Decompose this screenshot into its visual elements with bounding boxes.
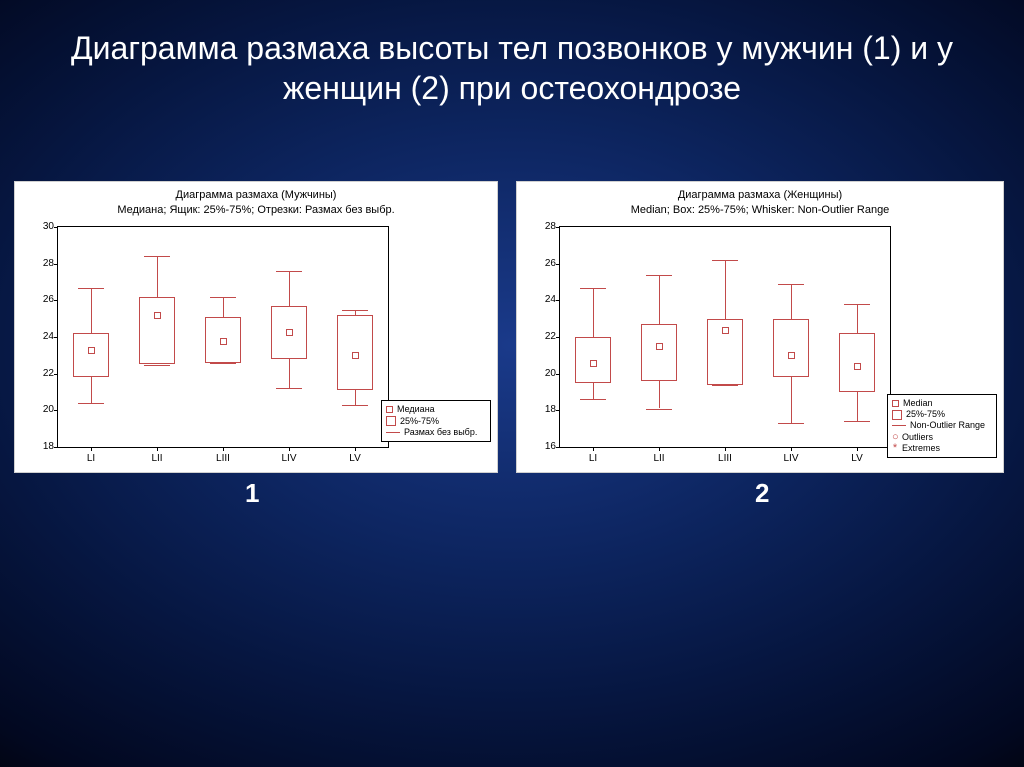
legend-item: Non-Outlier Range bbox=[892, 420, 992, 431]
legend-item: ○Outliers bbox=[892, 432, 992, 443]
x-tick-label: LIV bbox=[776, 453, 806, 464]
median-marker bbox=[154, 312, 161, 319]
x-tick-label: LIII bbox=[208, 453, 238, 464]
chart-1-legend: Медиана25%-75%Размах без выбр. bbox=[381, 400, 491, 442]
x-tick-label: LIV bbox=[274, 453, 304, 464]
y-tick-label: 20 bbox=[24, 404, 54, 415]
boxplot-box bbox=[139, 297, 175, 365]
y-tick-label: 28 bbox=[24, 258, 54, 269]
chart-1-title: Диаграмма размаха (Мужчины) Медиана; Ящи… bbox=[15, 188, 497, 218]
y-tick-label: 22 bbox=[526, 331, 556, 342]
median-marker bbox=[854, 363, 861, 370]
y-tick-label: 30 bbox=[24, 221, 54, 232]
legend-item: 25%-75% bbox=[386, 416, 486, 427]
chart-1-title-line2: Медиана; Ящик: 25%-75%; Отрезки: Размах … bbox=[15, 203, 497, 218]
median-marker bbox=[88, 347, 95, 354]
chart-2-title-line1: Диаграмма размаха (Женщины) bbox=[517, 188, 1003, 203]
panel-2-number: 2 bbox=[755, 478, 769, 509]
y-tick-label: 22 bbox=[24, 368, 54, 379]
y-tick-label: 28 bbox=[526, 221, 556, 232]
y-tick-label: 16 bbox=[526, 441, 556, 452]
median-marker bbox=[352, 352, 359, 359]
chart-panel-2: Диаграмма размаха (Женщины) Median; Box:… bbox=[516, 181, 1004, 473]
x-tick-label: LIII bbox=[710, 453, 740, 464]
chart-1-title-line1: Диаграмма размаха (Мужчины) bbox=[15, 188, 497, 203]
panel-1-number: 1 bbox=[245, 478, 259, 509]
x-tick-label: LV bbox=[340, 453, 370, 464]
y-tick-label: 20 bbox=[526, 368, 556, 379]
x-tick-label: LI bbox=[578, 453, 608, 464]
y-tick-label: 26 bbox=[526, 258, 556, 269]
y-tick-label: 24 bbox=[526, 294, 556, 305]
chart-1-plot-area: 18202224262830LILIILIIILIVLV bbox=[57, 226, 389, 448]
median-marker bbox=[722, 327, 729, 334]
chart-panel-1: Диаграмма размаха (Мужчины) Медиана; Ящи… bbox=[14, 181, 498, 473]
y-tick-label: 26 bbox=[24, 294, 54, 305]
y-tick-label: 18 bbox=[526, 404, 556, 415]
boxplot-box bbox=[773, 319, 809, 378]
median-marker bbox=[656, 343, 663, 350]
chart-2-plot-area: 16182022242628LILIILIIILIVLV bbox=[559, 226, 891, 448]
chart-2-legend: Median25%-75%Non-Outlier Range○Outliers*… bbox=[887, 394, 997, 458]
x-tick-label: LV bbox=[842, 453, 872, 464]
x-tick-label: LII bbox=[644, 453, 674, 464]
median-marker bbox=[286, 329, 293, 336]
y-tick-label: 24 bbox=[24, 331, 54, 342]
y-tick-label: 18 bbox=[24, 441, 54, 452]
legend-item: 25%-75% bbox=[892, 409, 992, 420]
chart-2-title: Диаграмма размаха (Женщины) Median; Box:… bbox=[517, 188, 1003, 218]
legend-item: Размах без выбр. bbox=[386, 427, 486, 438]
median-marker bbox=[220, 338, 227, 345]
x-tick-label: LII bbox=[142, 453, 172, 464]
median-marker bbox=[590, 360, 597, 367]
x-tick-label: LI bbox=[76, 453, 106, 464]
boxplot-box bbox=[641, 324, 677, 381]
legend-item: Median bbox=[892, 398, 992, 409]
legend-item: *Extremes bbox=[892, 443, 992, 454]
chart-2-title-line2: Median; Box: 25%-75%; Whisker: Non-Outli… bbox=[517, 203, 1003, 218]
boxplot-box bbox=[73, 333, 109, 377]
slide-title: Диаграмма размаха высоты тел позвонков у… bbox=[0, 28, 1024, 108]
legend-item: Медиана bbox=[386, 404, 486, 415]
median-marker bbox=[788, 352, 795, 359]
